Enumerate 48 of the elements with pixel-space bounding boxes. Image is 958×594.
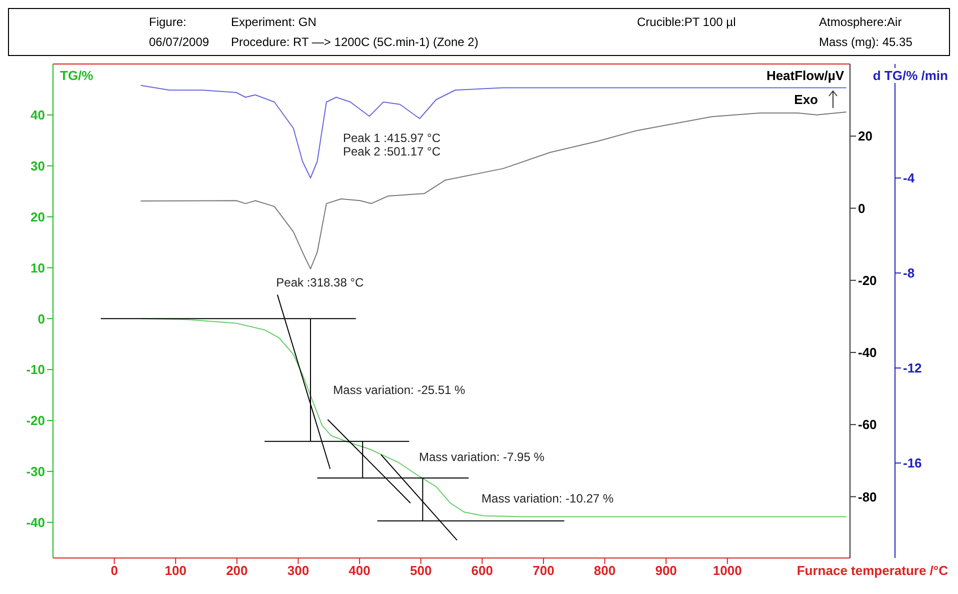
y2-tick-label: 0 <box>858 200 866 216</box>
y2-tick-label: -60 <box>858 417 877 432</box>
y-tick-label: 40 <box>30 108 45 123</box>
x-axis-title: Furnace temperature /°C <box>796 563 948 578</box>
annotation: Peak 2 :501.17 °C <box>342 144 441 158</box>
y-tick-label: -40 <box>26 514 45 530</box>
x-tick-label: 500 <box>410 563 432 578</box>
text: Crucible:PT 100 µl <box>637 15 736 29</box>
x-tick-label: 1000 <box>712 563 742 578</box>
y2-tick-label: 20 <box>858 128 872 144</box>
y-tick-label: 20 <box>30 209 45 224</box>
annotation: Peak 1 :415.97 °C <box>342 131 441 146</box>
y-axis-title: TG/% <box>60 68 94 83</box>
text: Atmosphere:Air <box>819 15 902 29</box>
y-tick-label: -30 <box>26 464 45 480</box>
annotation: Exo <box>794 92 818 106</box>
y-tick-label: -10 <box>26 362 45 378</box>
x-tick-label: 400 <box>348 563 370 578</box>
annotation: Mass variation: -25.51 % <box>333 383 466 398</box>
x-tick-label: 700 <box>532 563 554 578</box>
y2-axis-title: HeatFlow/µV <box>766 68 844 83</box>
x-tick-label: 800 <box>594 563 616 578</box>
text: Experiment: GN <box>231 15 316 29</box>
y3-tick-label: -4 <box>903 170 916 186</box>
x-tick-label: 600 <box>471 563 494 578</box>
text: Procedure: RT —> 1200C (5C.min-1) (Zone 2) <box>231 35 478 49</box>
x-tick-label: 300 <box>287 563 310 578</box>
y2-tick-label: -80 <box>858 489 877 504</box>
y3-tick-label: -8 <box>903 266 915 281</box>
y-tick-label: 0 <box>38 311 45 326</box>
x-tick-label: 0 <box>110 563 118 578</box>
text: Figure: <box>149 15 186 29</box>
y3-tick-label: -12 <box>903 360 922 376</box>
annotation: Peak :318.38 °C <box>276 276 364 290</box>
y-tick-label: 10 <box>30 260 45 276</box>
y-tick-label: -20 <box>26 413 45 428</box>
x-tick-label: 100 <box>164 563 186 578</box>
y3-axis-title: d TG/% /min <box>870 68 950 83</box>
y-tick-label: 30 <box>30 158 45 174</box>
x-tick-label: 900 <box>655 563 677 578</box>
y2-tick-label: -40 <box>858 345 877 360</box>
x-tick-label: 200 <box>226 563 248 578</box>
text: Mass (mg): 45.35 <box>819 35 912 49</box>
annotation: Mass variation: -10.27 % <box>482 492 614 506</box>
text: 06/07/2009 <box>149 35 210 49</box>
annotation: Mass variation: -7.95 % <box>419 450 545 464</box>
y3-tick-label: -16 <box>903 456 922 471</box>
y2-tick-label: -20 <box>858 272 877 288</box>
